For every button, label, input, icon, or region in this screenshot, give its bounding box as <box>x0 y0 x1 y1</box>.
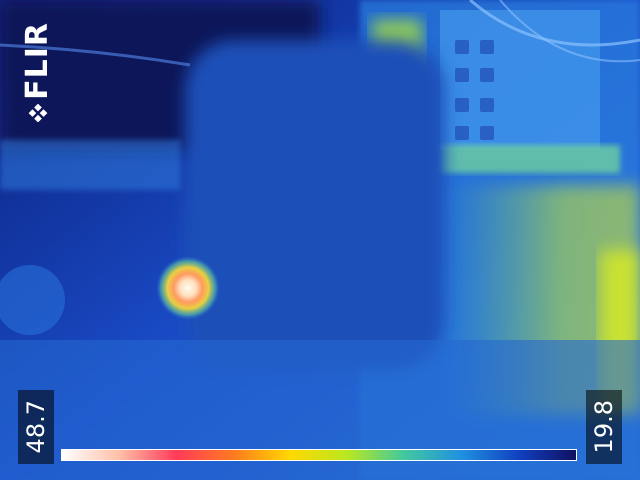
temp-min-box: 19.8 <box>586 390 622 464</box>
logo-text: FLIR <box>20 22 55 100</box>
color-scale-bar <box>61 449 577 461</box>
flir-logo: FLIR <box>18 22 58 122</box>
temp-max-label: 48.7 <box>22 400 50 454</box>
temp-max-box: 48.7 <box>18 390 54 464</box>
flir-mark-icon <box>28 103 48 122</box>
temp-min-label: 19.8 <box>590 400 618 454</box>
